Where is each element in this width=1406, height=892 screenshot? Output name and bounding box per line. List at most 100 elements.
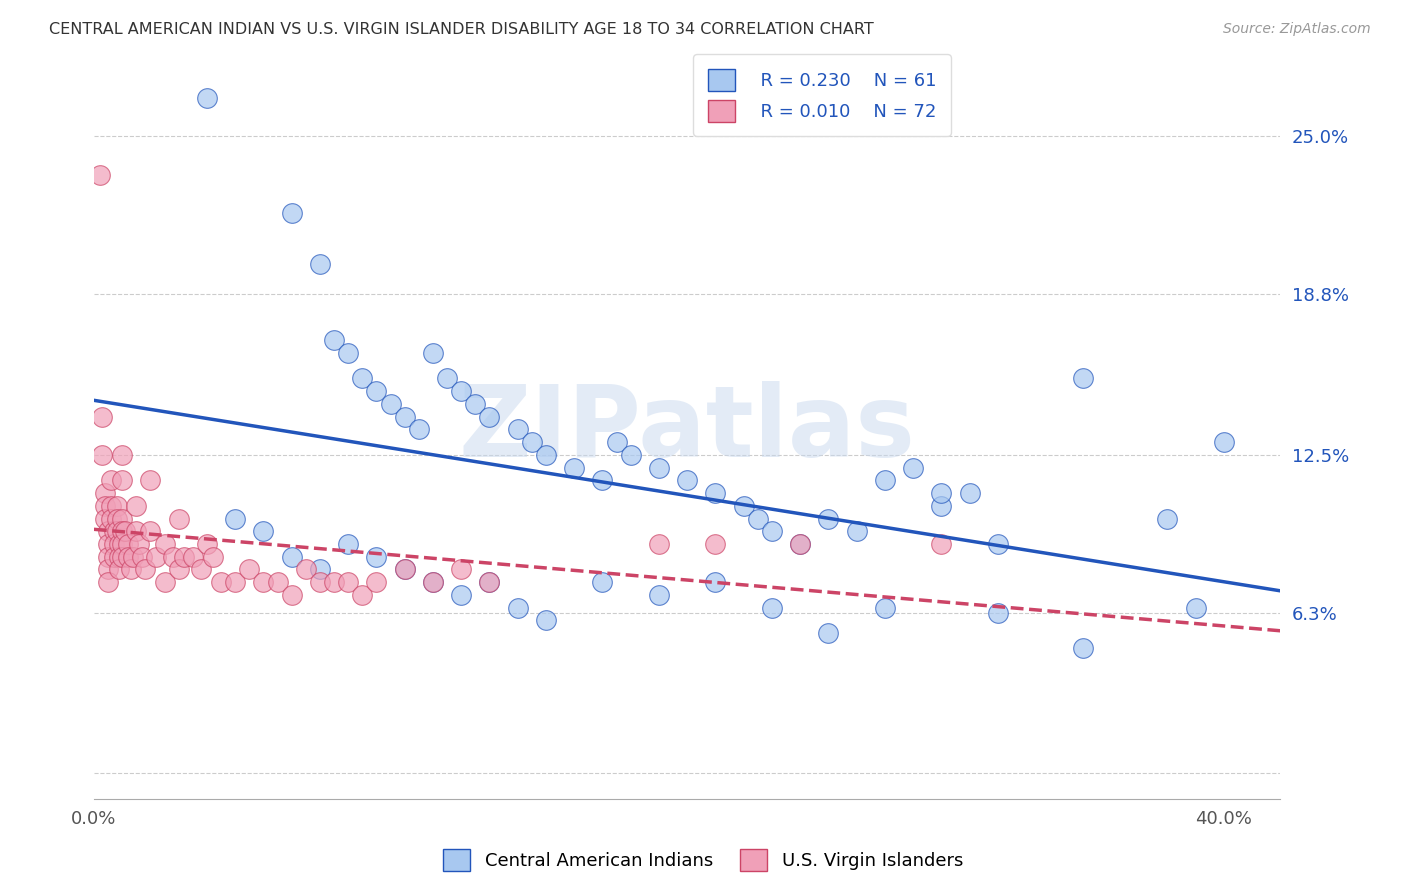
Point xyxy=(111,549,134,564)
Point xyxy=(337,537,360,551)
Point xyxy=(761,524,783,539)
Point xyxy=(108,562,131,576)
Point xyxy=(931,537,953,551)
Point xyxy=(408,422,430,436)
Point xyxy=(817,511,839,525)
Point xyxy=(252,575,274,590)
Point xyxy=(931,486,953,500)
Point xyxy=(295,562,318,576)
Point xyxy=(704,575,727,590)
Point xyxy=(167,562,190,576)
Point xyxy=(252,524,274,539)
Point xyxy=(478,409,501,424)
Point xyxy=(1213,435,1236,450)
Point xyxy=(873,473,896,487)
Point xyxy=(238,562,260,576)
Point xyxy=(987,606,1010,620)
Point xyxy=(464,397,486,411)
Point xyxy=(266,575,288,590)
Point xyxy=(97,537,120,551)
Point xyxy=(422,575,444,590)
Point xyxy=(190,562,212,576)
Point xyxy=(648,460,671,475)
Point xyxy=(987,537,1010,551)
Point xyxy=(153,575,176,590)
Point xyxy=(845,524,868,539)
Point xyxy=(120,562,142,576)
Point xyxy=(394,562,416,576)
Point xyxy=(100,499,122,513)
Point xyxy=(125,524,148,539)
Point xyxy=(173,549,195,564)
Point xyxy=(181,549,204,564)
Point xyxy=(380,397,402,411)
Point xyxy=(1156,511,1178,525)
Point xyxy=(280,588,302,602)
Point xyxy=(789,537,811,551)
Text: Source: ZipAtlas.com: Source: ZipAtlas.com xyxy=(1223,22,1371,37)
Legend: Central American Indians, U.S. Virgin Islanders: Central American Indians, U.S. Virgin Is… xyxy=(436,842,970,879)
Point xyxy=(97,562,120,576)
Point xyxy=(97,524,120,539)
Point xyxy=(366,549,388,564)
Point xyxy=(134,562,156,576)
Point xyxy=(648,537,671,551)
Point xyxy=(931,499,953,513)
Point xyxy=(209,575,232,590)
Point xyxy=(520,435,543,450)
Point xyxy=(108,549,131,564)
Point xyxy=(103,524,125,539)
Point xyxy=(606,435,628,450)
Point xyxy=(1071,641,1094,656)
Point xyxy=(117,537,139,551)
Legend:   R = 0.230    N = 61,   R = 0.010    N = 72: R = 0.230 N = 61, R = 0.010 N = 72 xyxy=(693,54,950,136)
Point xyxy=(195,537,218,551)
Point xyxy=(280,205,302,219)
Point xyxy=(534,448,557,462)
Point xyxy=(506,600,529,615)
Point xyxy=(676,473,699,487)
Point xyxy=(224,511,246,525)
Point xyxy=(620,448,643,462)
Point xyxy=(111,537,134,551)
Point xyxy=(959,486,981,500)
Point xyxy=(450,384,472,398)
Point xyxy=(97,575,120,590)
Point xyxy=(873,600,896,615)
Point xyxy=(100,473,122,487)
Point xyxy=(1184,600,1206,615)
Point xyxy=(506,422,529,436)
Point xyxy=(111,448,134,462)
Point xyxy=(422,346,444,360)
Point xyxy=(704,486,727,500)
Point xyxy=(733,499,755,513)
Point xyxy=(128,537,150,551)
Point xyxy=(562,460,585,475)
Point xyxy=(94,499,117,513)
Point xyxy=(366,384,388,398)
Point xyxy=(103,537,125,551)
Point xyxy=(366,575,388,590)
Point xyxy=(139,524,162,539)
Point xyxy=(1071,371,1094,385)
Point xyxy=(394,409,416,424)
Point xyxy=(139,473,162,487)
Point xyxy=(145,549,167,564)
Point xyxy=(105,524,128,539)
Point xyxy=(122,549,145,564)
Point xyxy=(100,511,122,525)
Point xyxy=(114,524,136,539)
Point xyxy=(323,333,346,347)
Point xyxy=(648,588,671,602)
Point xyxy=(94,486,117,500)
Point xyxy=(91,409,114,424)
Point xyxy=(125,499,148,513)
Point xyxy=(111,511,134,525)
Point xyxy=(167,511,190,525)
Point xyxy=(761,600,783,615)
Point xyxy=(747,511,769,525)
Point xyxy=(309,575,332,590)
Point xyxy=(117,549,139,564)
Text: ZIPatlas: ZIPatlas xyxy=(458,381,915,478)
Point xyxy=(704,537,727,551)
